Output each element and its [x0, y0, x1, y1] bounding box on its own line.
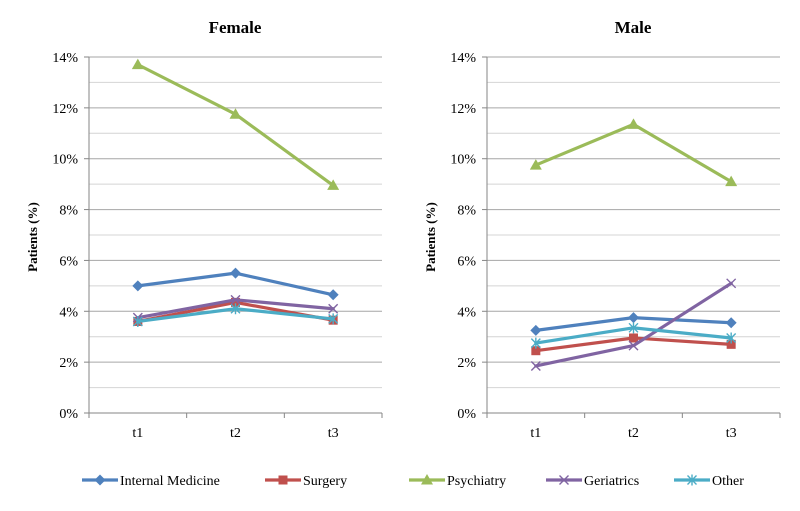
legend-label: Surgery [303, 474, 347, 489]
chart-legend: Internal Medicine Surgery Psychiatry Geriat… [82, 474, 744, 489]
male-chart-panel: Male 0% 2% 4% 6% 8% 10% 12% 14% t1 t2 t3 Patients (%… [423, 18, 781, 441]
data-point-marker [132, 315, 143, 327]
y-tick-label: 8% [457, 204, 476, 219]
female-chart-panel: Female 0% 2% 4% 6% 8% 10% 12% 14% t1 t2 t3 Patients … [25, 18, 383, 441]
y-tick-label: 14% [52, 51, 78, 66]
data-point-marker [132, 280, 144, 292]
legend-marker-icon [559, 475, 569, 485]
data-point-marker [231, 297, 240, 307]
data-point-marker [628, 312, 639, 324]
y-tick-label: 12% [52, 102, 78, 117]
y-tick-label: 8% [59, 204, 78, 219]
data-point-marker [328, 313, 339, 325]
data-point-marker [726, 332, 737, 344]
series-surgery [531, 333, 736, 356]
data-point-marker [230, 294, 241, 305]
series-internal-medicine [132, 267, 339, 301]
data-point-marker [229, 108, 242, 119]
x-tick-label: t3 [726, 426, 737, 441]
y-tick-label: 14% [450, 51, 476, 66]
x-tick-label: t3 [328, 426, 339, 441]
x-tick-label: t2 [628, 426, 639, 441]
legend-item: Psychiatry [409, 474, 506, 489]
data-point-marker [327, 179, 340, 190]
y-tick-label: 12% [450, 102, 476, 117]
legend-item: Geriatrics [546, 474, 639, 489]
series-internal-medicine [530, 312, 737, 336]
y-tick-label: 4% [59, 305, 78, 320]
legend-marker-icon [687, 474, 697, 486]
legend-label: Internal Medicine [120, 474, 220, 489]
data-point-marker [530, 360, 541, 371]
y-axis-label: Patients (%) [25, 202, 40, 272]
legend-label: Other [712, 474, 744, 489]
data-point-marker [628, 340, 639, 351]
data-point-marker [131, 58, 144, 70]
series-other [530, 322, 737, 349]
chart-title: Female [209, 18, 262, 37]
legend-marker-icon [278, 475, 288, 485]
data-point-marker [628, 322, 639, 334]
y-tick-label: 2% [59, 356, 78, 371]
x-tick-label: t2 [230, 426, 241, 441]
y-tick-label: 6% [457, 254, 476, 269]
y-axis-label: Patients (%) [423, 202, 438, 272]
y-tick-label: 6% [59, 254, 78, 269]
series-psychiatry [529, 118, 738, 187]
y-tick-label: 2% [457, 356, 476, 371]
series-other [132, 303, 339, 327]
data-point-marker [726, 339, 736, 349]
data-point-marker [230, 303, 241, 315]
y-tick-label: 10% [52, 153, 78, 168]
y-tick-label: 0% [457, 407, 476, 422]
data-point-marker [725, 175, 738, 187]
data-point-marker [530, 337, 541, 349]
data-point-marker [529, 159, 542, 170]
data-point-marker [627, 118, 640, 129]
data-point-marker [230, 267, 241, 279]
data-point-marker [328, 303, 339, 314]
data-point-marker [531, 346, 541, 356]
data-point-marker [629, 333, 638, 343]
y-tick-label: 4% [457, 305, 476, 320]
y-tick-label: 10% [450, 153, 476, 168]
data-point-marker [726, 278, 737, 289]
data-point-marker [725, 317, 737, 329]
legend-label: Geriatrics [584, 474, 639, 489]
data-point-marker [327, 289, 339, 301]
legend-item: Surgery [265, 474, 347, 489]
y-tick-label: 0% [59, 407, 78, 422]
data-point-marker [530, 324, 542, 336]
legend-item: Internal Medicine [82, 474, 220, 489]
legend-marker-icon [421, 474, 433, 485]
series-psychiatry [131, 58, 340, 190]
x-tick-label: t1 [530, 426, 541, 441]
x-tick-label: t1 [132, 426, 143, 441]
legend-marker-icon [94, 474, 106, 486]
chart-title: Male [615, 18, 652, 37]
legend-label: Psychiatry [447, 474, 506, 489]
series-geriatrics [530, 278, 737, 371]
legend-item: Other [674, 474, 744, 489]
